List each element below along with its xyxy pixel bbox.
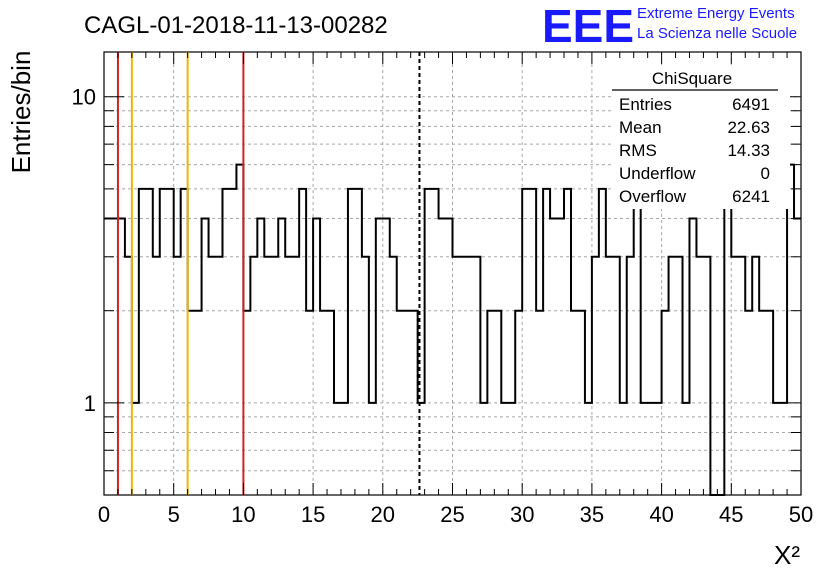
run-title: CAGL-01-2018-11-13-00282 xyxy=(84,12,388,39)
x-tick-label: 45 xyxy=(719,502,743,527)
eee-logo: EEE xyxy=(542,0,634,52)
logo-line-2: La Scienza nelle Scuole xyxy=(637,25,797,42)
stats-label: RMS xyxy=(619,141,657,160)
stats-title: ChiSquare xyxy=(652,69,732,88)
stats-label: Underflow xyxy=(619,164,696,183)
stats-box: ChiSquare Entries 6491 Mean 22.63 RMS 14.33 Un… xyxy=(612,65,790,209)
x-tick-label: 15 xyxy=(301,502,325,527)
x-axis-label: X² xyxy=(774,540,800,570)
x-tick-label: 5 xyxy=(168,502,180,527)
histogram-line xyxy=(104,163,801,496)
threshold-markers xyxy=(116,52,421,495)
y-axis-label: Entries/bin xyxy=(6,51,36,174)
y-tick-label: 10 xyxy=(72,85,96,110)
x-tick-label: 40 xyxy=(649,502,673,527)
stats-value: 22.63 xyxy=(727,118,770,137)
stats-label: Entries xyxy=(619,95,672,114)
x-tick-label: 35 xyxy=(580,502,604,527)
axis-ticks: 0 5 10 15 20 25 30 35 40 45 50 1 10 xyxy=(72,52,813,527)
x-tick-label: 50 xyxy=(789,502,813,527)
y-tick-label: 1 xyxy=(84,391,96,416)
logo-line-1: Extreme Energy Events xyxy=(637,5,795,22)
histogram-bars xyxy=(104,163,801,496)
x-tick-label: 25 xyxy=(440,502,464,527)
stats-label: Mean xyxy=(619,118,662,137)
stats-value: 0 xyxy=(761,164,770,183)
stats-value: 6491 xyxy=(732,95,770,114)
x-tick-label: 30 xyxy=(510,502,534,527)
stats-label: Overflow xyxy=(619,187,687,206)
stats-value: 6241 xyxy=(732,187,770,206)
x-tick-label: 10 xyxy=(231,502,255,527)
stats-value: 14.33 xyxy=(727,141,770,160)
x-tick-label: 20 xyxy=(371,502,395,527)
x-tick-label: 0 xyxy=(98,502,110,527)
